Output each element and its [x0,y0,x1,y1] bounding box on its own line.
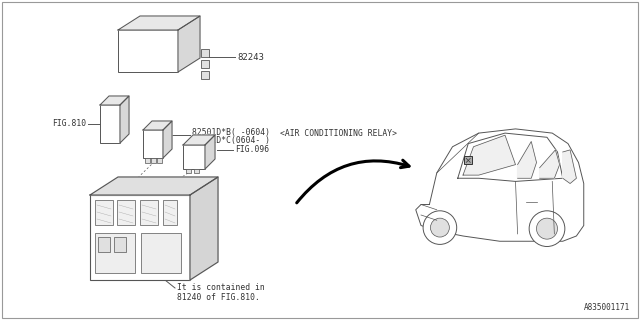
Text: It is contained in: It is contained in [177,284,265,292]
Bar [95,233,135,273]
Polygon shape [183,135,215,145]
Bar [118,30,178,72]
Bar [201,71,209,79]
Bar [183,145,205,169]
Bar [100,105,120,143]
Bar [157,158,162,163]
Polygon shape [178,16,200,72]
Polygon shape [205,135,215,169]
Polygon shape [163,121,172,158]
Text: 82243: 82243 [237,52,264,61]
Bar [95,200,113,225]
Text: 82501D*C(0604- ): 82501D*C(0604- ) [192,137,270,146]
Bar [140,200,158,225]
Circle shape [536,218,557,239]
Polygon shape [416,129,584,241]
Bar [145,158,150,163]
Polygon shape [518,141,536,178]
Bar [201,60,209,68]
Polygon shape [540,150,559,178]
Text: <AIR CONDITIONING RELAY>: <AIR CONDITIONING RELAY> [280,129,397,138]
Bar [194,169,199,173]
Polygon shape [563,150,577,183]
Text: FIG.810: FIG.810 [52,119,86,129]
Bar [186,169,191,173]
Bar [114,237,126,252]
Bar [151,158,156,163]
Text: 81240 of FIG.810.: 81240 of FIG.810. [177,292,260,301]
Bar [141,233,181,273]
Circle shape [529,211,565,246]
Bar [143,130,163,158]
Text: FIG.096: FIG.096 [235,146,269,155]
Polygon shape [100,96,129,105]
Polygon shape [118,16,200,30]
Polygon shape [120,96,129,143]
Text: 82501D*B( -0604): 82501D*B( -0604) [192,129,270,138]
Circle shape [431,218,449,237]
Text: A835001171: A835001171 [584,303,630,312]
Bar [201,49,209,57]
Bar [464,156,472,164]
Polygon shape [458,133,563,181]
Bar [90,195,190,280]
Bar [98,237,110,252]
Polygon shape [90,177,218,195]
Circle shape [423,211,457,244]
Polygon shape [463,135,515,175]
Polygon shape [143,121,172,130]
Bar [117,200,135,225]
Bar [163,200,177,225]
Polygon shape [190,177,218,280]
